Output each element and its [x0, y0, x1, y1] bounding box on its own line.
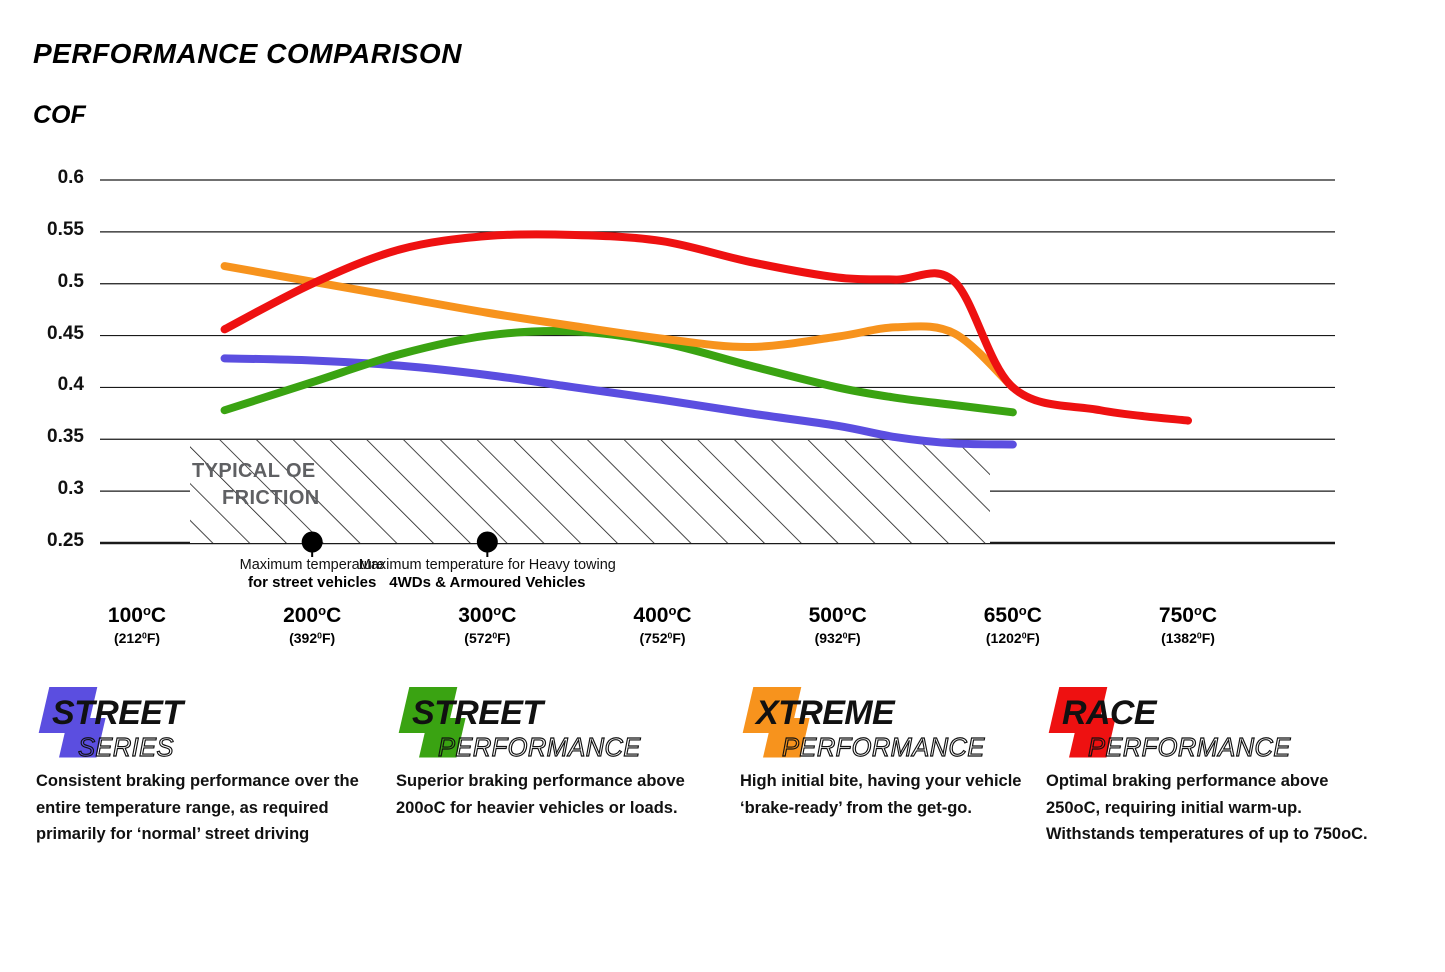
oe-band-label-line2: FRICTION	[222, 487, 320, 509]
product-logo-wrapper: STREET PERFORMANCE	[396, 684, 726, 763]
logo-badge-bottom	[59, 718, 106, 758]
series-line-street-performance	[220, 327, 1017, 417]
x-tick-fahrenheit: (2120F)	[113, 629, 161, 646]
x-tick-fahrenheit: (13820F)	[1161, 629, 1215, 646]
y-axis-title: COF	[33, 101, 86, 129]
x-axis-tick-label: 500oC (9320F)	[758, 603, 918, 646]
annotation-line2: for street vehicles	[247, 574, 377, 592]
x-tick-fahrenheit: (7520F)	[639, 629, 686, 646]
cof-line-chart	[100, 179, 1335, 557]
chart-plot-area: 0.6 0.55 0.5 0.45 0.4 0.35 0.3 0.25 100oC (2120F…	[47, 167, 1335, 646]
y-axis-tick-label: 0.6	[57, 167, 84, 188]
annotation-label: Maximum temperature for Heavy towing 4WDs…	[322, 557, 652, 592]
product-legend: STREET SERIES Consistent braking perform…	[0, 684, 1445, 972]
product-description: Optimal braking performance above 250oC,…	[1046, 772, 1368, 844]
product-logo: RACE PERFORMANCE	[1048, 687, 1292, 763]
oe-band-label-line1: TYPICAL OE	[192, 460, 316, 482]
x-tick-celsius: 650oC	[983, 603, 1042, 627]
product-legend-item[interactable]: RACE PERFORMANCE Optimal braking perform…	[1046, 684, 1376, 848]
logo-word-primary: RACE	[1062, 694, 1158, 732]
product-legend-item[interactable]: STREET PERFORMANCE Superior braking perf…	[396, 684, 726, 821]
annotation-markers	[301, 531, 498, 557]
x-tick-fahrenheit: (9320F)	[814, 629, 861, 646]
x-tick-celsius: 400oC	[633, 603, 692, 627]
series-line-xtreme-performance	[220, 262, 1017, 392]
annotation-line1: Maximum temperature for Heavy towing	[358, 557, 616, 573]
x-axis-tick-label: 300oC (5720F)	[407, 603, 567, 646]
product-logo-wrapper: XTREME PERFORMANCE	[740, 684, 1030, 763]
annotation-label: Maximum temperature for street vehicles	[147, 557, 477, 592]
x-axis-tick-label: 750oC (13820F)	[1108, 603, 1268, 646]
y-axis-tick-label: 0.25	[47, 530, 84, 551]
logo-word-primary: STREET	[412, 694, 546, 732]
product-description: Superior braking performance above 200oC…	[396, 772, 685, 817]
chart-series-lines	[220, 230, 1192, 449]
y-axis-tick-label: 0.5	[57, 270, 84, 292]
y-axis-tick-label: 0.4	[57, 374, 84, 396]
x-tick-celsius: 750oC	[1158, 603, 1218, 627]
logo-word-primary: XTREME	[754, 694, 896, 732]
logo-word-secondary: PERFORMANCE	[782, 734, 985, 762]
logo-badge-bottom	[1069, 718, 1116, 758]
annotation-line1: Maximum temperature	[239, 557, 385, 573]
x-tick-fahrenheit: (12020F)	[985, 629, 1040, 646]
logo-word-secondary: SERIES	[78, 734, 174, 762]
logo-word-secondary: PERFORMANCE	[438, 734, 641, 762]
y-axis-tick-label: 0.3	[57, 478, 84, 500]
annotation-dot	[476, 531, 498, 553]
product-logo-wrapper: RACE PERFORMANCE	[1046, 684, 1376, 763]
x-tick-celsius: 500oC	[808, 603, 867, 627]
product-logo: XTREME PERFORMANCE	[742, 687, 986, 763]
product-description: High initial bite, having your vehicle ‘…	[740, 772, 1022, 817]
product-logo-wrapper: STREET SERIES	[36, 684, 376, 763]
y-axis-tick-label: 0.45	[47, 322, 84, 344]
logo-badge-bottom	[763, 718, 810, 758]
annotation-dot	[301, 531, 323, 553]
x-axis-tick-label: 100oC (2120F)	[57, 603, 217, 646]
x-tick-celsius: 300oC	[458, 603, 517, 627]
x-axis-tick-label: 650oC (12020F)	[933, 603, 1093, 646]
x-tick-fahrenheit: (3920F)	[289, 629, 336, 646]
x-axis-tick-label: 200oC (3920F)	[232, 603, 392, 646]
annotation-line2: 4WDs & Armoured Vehicles	[389, 574, 586, 592]
typical-oe-friction-band	[190, 440, 990, 543]
series-line-race-performance	[220, 230, 1192, 425]
product-description: Consistent braking performance over the …	[36, 772, 359, 844]
logo-word-secondary: PERFORMANCE	[1088, 734, 1291, 762]
product-legend-item[interactable]: XTREME PERFORMANCE High initial bite, ha…	[740, 684, 1030, 821]
x-axis-tick-label: 400oC (7520F)	[583, 603, 743, 646]
x-tick-fahrenheit: (5720F)	[464, 629, 511, 646]
y-axis-tick-label: 0.35	[47, 426, 84, 448]
logo-badge-bottom	[419, 718, 466, 758]
x-tick-celsius: 100oC	[107, 603, 167, 627]
product-legend-item[interactable]: STREET SERIES Consistent braking perform…	[36, 684, 376, 848]
x-tick-celsius: 200oC	[283, 603, 342, 627]
product-logo: STREET SERIES	[38, 687, 187, 763]
product-logo: STREET PERFORMANCE	[398, 687, 642, 763]
y-axis-tick-label: 0.55	[47, 218, 84, 240]
page-title: PERFORMANCE COMPARISON	[33, 38, 462, 69]
logo-word-primary: STREET	[52, 694, 186, 732]
